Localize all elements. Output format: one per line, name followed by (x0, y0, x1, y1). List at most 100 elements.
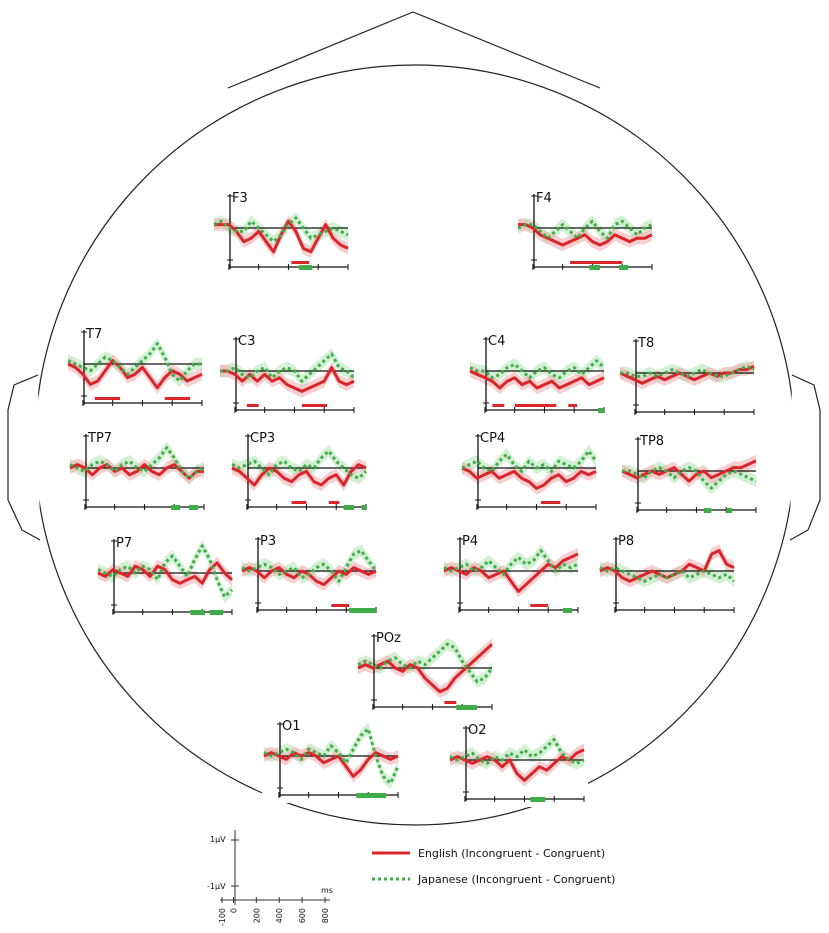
japanese-significance-f4 (619, 265, 629, 270)
panel-tp8: TP8 (620, 433, 760, 518)
japanese-significance-o1 (356, 793, 387, 798)
english-significance-p4 (530, 604, 549, 607)
panel-p4: P4 (442, 533, 582, 618)
japanese-significance-poz (456, 705, 478, 710)
scale-y-top-label: 1µV (210, 835, 226, 844)
japanese-significance-tp8 (726, 508, 733, 513)
japanese-significance-cp3 (361, 505, 366, 510)
japanese-line-p8 (599, 566, 736, 583)
panel-cp4: CP4 (460, 430, 600, 515)
electrode-label-c4: C4 (488, 334, 505, 349)
japanese-line-tp7 (69, 446, 205, 480)
electrode-label-tp8: TP8 (639, 434, 664, 449)
english-band-p4 (444, 547, 578, 598)
english-significance-c4 (492, 404, 505, 407)
panel-f4: F4 (516, 190, 656, 275)
japanese-line-o2 (449, 738, 585, 765)
japanese-significance-f4 (589, 265, 600, 270)
electrode-label-poz: POz (376, 631, 401, 646)
electrode-label-t7: T7 (85, 327, 102, 342)
english-significance-c4 (514, 404, 557, 407)
japanese-significance-c4 (598, 408, 604, 413)
electrode-label-cp4: CP4 (480, 431, 505, 446)
scale-x-tick-label: 800 (321, 908, 330, 923)
electrode-label-p8: P8 (618, 534, 634, 549)
japanese-band-p7 (98, 539, 232, 603)
electrode-label-p4: P4 (462, 534, 478, 549)
scale-x-ticks: -100 0 200 400 600 800 (218, 897, 330, 926)
panel-p8: P8 (598, 533, 738, 618)
panel-p7: P7 (96, 535, 236, 620)
scale-bar: 1µV -1µV ms -100 0 200 400 600 800 (207, 830, 333, 926)
english-significance-poz (444, 701, 457, 704)
legend-japanese-label: Japanese (Incongruent - Congruent) (417, 873, 615, 886)
electrode-label-cp3: CP3 (250, 431, 275, 446)
scale-x-unit-label: ms (321, 886, 333, 895)
right-ear (789, 374, 821, 541)
electrode-label-f3: F3 (232, 191, 248, 206)
japanese-significance-tp7 (171, 505, 181, 510)
japanese-significance-tp8 (703, 508, 712, 513)
legend-english-label: English (Incongruent - Congruent) (418, 847, 605, 860)
japanese-significance-o2 (530, 797, 546, 802)
english-significance-cp4 (540, 501, 561, 504)
scale-y-bottom-label: -1µV (207, 882, 226, 891)
japanese-line-o1 (263, 727, 400, 785)
panel-tp7: TP7 (68, 430, 208, 515)
japanese-line-cp3 (231, 449, 368, 480)
japanese-significance-p4 (563, 608, 573, 613)
japanese-significance-p3 (349, 608, 376, 613)
scale-x-tick-label: 0 (229, 908, 238, 913)
japanese-line-poz (357, 642, 494, 684)
japanese-significance-tp7 (189, 505, 199, 510)
scale-x-tick-label: 400 (275, 908, 284, 923)
japanese-line-p3 (241, 549, 378, 583)
japanese-line-f4 (517, 219, 653, 240)
english-significance-c3 (246, 404, 259, 407)
panel-f3: F3 (212, 190, 352, 275)
english-significance-cp3 (328, 501, 340, 504)
electrode-label-p7: P7 (116, 536, 132, 551)
japanese-line-t7 (67, 342, 202, 383)
english-line-c4 (469, 369, 605, 390)
english-significance-cp3 (291, 501, 307, 504)
japanese-line-p7 (97, 544, 234, 599)
english-line-t7 (67, 359, 203, 390)
panel-o1: O1 (262, 718, 402, 803)
panel-p3: P3 (240, 533, 380, 618)
electrode-label-o1: O1 (282, 719, 301, 734)
english-line-o2 (449, 748, 585, 782)
panel-c3: C3 (218, 333, 358, 418)
english-line-poz (357, 643, 494, 694)
scale-x-tick-label: 200 (252, 908, 261, 923)
electrode-panels: F3 F4 T7 C3 C4 T8 TP7 CP3 CP4 TP8 P7 P3 P4 P8 POz O1 O2 (66, 190, 760, 807)
japanese-significance-cp3 (343, 505, 355, 510)
english-significance-c4 (568, 404, 578, 407)
electrode-label-o2: O2 (468, 723, 487, 738)
english-band-cp4 (462, 461, 596, 495)
english-line-o1 (263, 751, 399, 778)
panel-cp3: CP3 (230, 430, 370, 515)
electrode-label-t8: T8 (637, 336, 654, 351)
japanese-band-t7 (68, 337, 202, 388)
english-band-c4 (470, 364, 604, 395)
english-significance-c3 (301, 404, 328, 407)
japanese-line-f3 (213, 216, 349, 244)
japanese-line-tp8 (622, 466, 757, 490)
english-line-p7 (97, 561, 234, 585)
scale-x-tick-label: 600 (298, 908, 307, 923)
english-significance-p3 (331, 604, 350, 607)
panel-t8: T8 (618, 335, 758, 420)
nose (227, 11, 601, 89)
japanese-line-cp4 (461, 449, 598, 473)
japanese-line-t8 (620, 364, 755, 378)
english-line-tp8 (621, 459, 757, 483)
english-line-cp3 (231, 463, 367, 487)
panel-poz: POz (356, 630, 496, 715)
legend: English (Incongruent - Congruent) Japane… (372, 847, 615, 886)
english-significance-f4 (570, 261, 623, 264)
japanese-line-c4 (469, 359, 606, 380)
electrode-label-tp7: TP7 (87, 431, 112, 446)
electrode-label-p3: P3 (260, 534, 276, 549)
